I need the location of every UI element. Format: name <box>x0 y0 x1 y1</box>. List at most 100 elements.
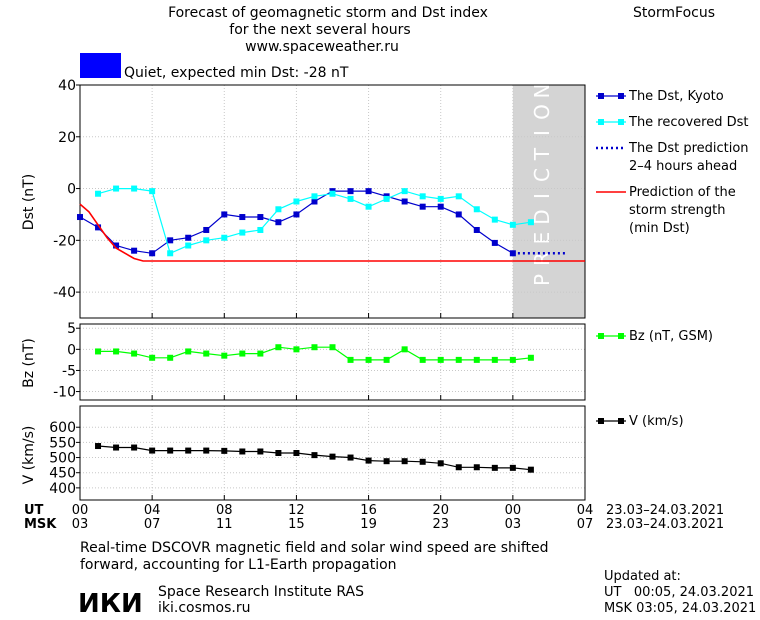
dst-data-point <box>275 206 282 213</box>
dst-data-point <box>131 247 138 254</box>
dst-data-point <box>239 214 246 221</box>
bz-data-point <box>167 354 174 361</box>
bz-data-point <box>131 350 138 357</box>
bz-data-point <box>185 348 192 355</box>
legend-label: V (km/s) <box>629 414 684 429</box>
bz-data-point <box>473 356 480 363</box>
prediction-band-letter: I <box>530 193 554 199</box>
dst-data-point <box>419 203 426 210</box>
v-data-point <box>257 448 264 455</box>
bz-data-point <box>329 344 336 351</box>
v-data-point <box>131 444 138 451</box>
legend-marker <box>598 418 604 424</box>
legend: The Dst, Kyoto The recovered Dst The Dst p… <box>596 89 749 429</box>
ut-tick-label: 20 <box>432 503 449 518</box>
dst-data-point <box>149 250 156 257</box>
msk-label: MSK <box>24 517 57 532</box>
dst-ytick-label: 40 <box>58 78 76 94</box>
title-line-2: for the next several hours <box>229 22 410 38</box>
dst-series-line <box>79 203 585 262</box>
v-ytick-label: 450 <box>49 466 76 482</box>
dst-data-point <box>455 211 462 218</box>
msk-tick-label: 19 <box>360 517 377 532</box>
legend-label: The recovered Dst <box>628 115 748 130</box>
status-text: Quiet, expected min Dst: -28 nT <box>124 65 349 81</box>
ut-date-range: 23.03–24.03.2021 <box>606 503 724 518</box>
dst-data-point <box>473 206 480 213</box>
dst-data-point <box>95 224 102 231</box>
bz-data-point <box>401 346 408 353</box>
updated-msk: MSK 03:05, 24.03.2021 <box>604 601 756 616</box>
bz-data-point <box>419 356 426 363</box>
bz-data-point <box>257 350 264 357</box>
v-data-point <box>347 454 354 461</box>
dst-data-point <box>167 237 174 244</box>
v-data-point <box>221 447 228 454</box>
msk-tick-label: 23 <box>432 517 449 532</box>
v-data-point <box>491 464 498 471</box>
dst-data-point <box>113 185 120 192</box>
v-data-point <box>293 450 300 456</box>
prediction-band-letter: R <box>530 252 554 266</box>
note-line-1: Real-time DSCOVR magnetic field and sola… <box>80 540 549 556</box>
ut-tick-label: 12 <box>288 503 305 518</box>
dst-data-point <box>401 188 408 195</box>
institute-name: Space Research Institute RAS <box>158 584 364 600</box>
prediction-band-letter: O <box>530 104 554 120</box>
prediction-band-letter: I <box>530 130 554 136</box>
dst-data-point <box>509 221 516 228</box>
v-data-point <box>455 464 462 471</box>
msk-tick-label: 07 <box>144 517 161 532</box>
bz-data-point <box>491 356 498 363</box>
dst-ytick-label: -20 <box>53 233 76 249</box>
v-data-point <box>275 450 282 456</box>
dst-data-point <box>365 203 372 210</box>
bz-data-point <box>275 344 282 351</box>
dst-data-point <box>347 195 354 202</box>
iki-logo: ИКИ <box>78 589 143 619</box>
dst-data-point <box>527 219 534 226</box>
bz-data-point <box>437 356 444 363</box>
ut-tick-label: 08 <box>216 503 233 518</box>
legend-marker <box>598 119 604 125</box>
v-data-point <box>527 466 534 473</box>
dst-data-point <box>437 195 444 202</box>
v-data-point <box>113 444 120 451</box>
dst-data-point <box>77 214 83 221</box>
v-data-point <box>239 448 246 455</box>
v-data-point <box>509 464 516 471</box>
dst-data-point <box>203 237 210 244</box>
bz-ytick-label: -10 <box>53 385 76 401</box>
bz-data-point <box>221 352 228 359</box>
brand-label: StormFocus <box>633 5 715 21</box>
v-data-point <box>203 447 210 454</box>
bz-data-point <box>149 354 156 361</box>
v-data-point <box>383 458 390 465</box>
legend-label: Prediction of the <box>629 185 736 200</box>
v-data-point <box>167 447 174 454</box>
dst-data-point <box>113 242 120 249</box>
dst-data-point <box>95 190 102 197</box>
dst-data-point <box>311 193 318 200</box>
msk-tick-label: 15 <box>288 517 305 532</box>
dst-data-point <box>491 239 498 246</box>
dst-data-point <box>203 226 210 233</box>
v-data-point <box>149 447 156 454</box>
ut-tick-label: 00 <box>72 503 89 518</box>
status-color-swatch <box>80 53 121 78</box>
legend-label: (min Dst) <box>629 221 690 236</box>
v-ytick-label: 400 <box>49 481 76 497</box>
bz-data-point <box>203 350 210 357</box>
dst-data-point <box>347 188 354 195</box>
legend-marker <box>618 418 624 424</box>
v-data-point <box>419 458 426 465</box>
legend-marker <box>618 333 624 339</box>
v-ytick-label: 550 <box>49 435 76 451</box>
prediction-band-letter: T <box>530 147 554 161</box>
bz-data-point <box>113 348 120 355</box>
dst-data-point <box>473 226 480 233</box>
dst-data-point <box>257 226 264 233</box>
dst-data-point <box>293 211 300 218</box>
